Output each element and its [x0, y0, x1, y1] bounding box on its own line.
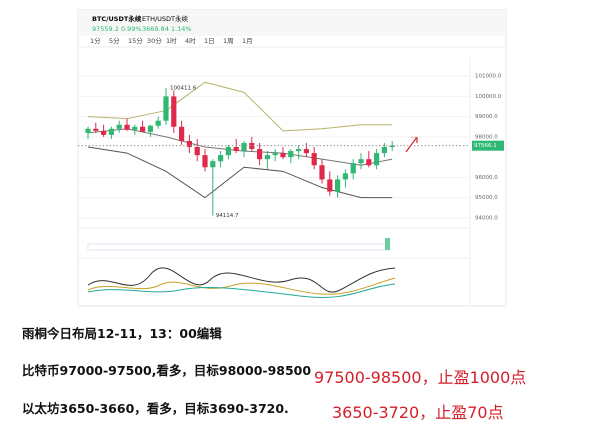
- candle-body: [335, 179, 341, 192]
- candle-body: [303, 149, 309, 154]
- interval-tab[interactable]: 1周: [223, 37, 234, 45]
- boll-line: [87, 146, 393, 199]
- tab-symbol[interactable]: BTC/USDT永续: [92, 14, 142, 23]
- candle-body: [319, 165, 325, 180]
- post-eth: 以太坊3650-3660，看多，目标3690-3720.: [22, 401, 289, 416]
- tab-bar: [78, 10, 506, 36]
- candle-body: [147, 125, 153, 132]
- candle-body: [249, 142, 255, 150]
- candle-body: [350, 163, 356, 174]
- candle-body: [280, 153, 286, 158]
- interval-tab[interactable]: 1日: [204, 37, 215, 45]
- interval-tab[interactable]: 5分: [109, 36, 120, 45]
- tab-quote: 97559.2 0.99%: [92, 25, 142, 33]
- candle-body: [366, 159, 372, 166]
- interval-tab[interactable]: 4时: [185, 36, 196, 45]
- kdj-k: [87, 267, 396, 293]
- candle-body: [210, 161, 216, 168]
- candle-body: [202, 155, 208, 168]
- candle-body: [358, 159, 364, 164]
- candle-body: [389, 145, 395, 148]
- y-tick-label: 99000.0: [475, 114, 498, 120]
- boll-line: [87, 81, 393, 132]
- kdj-d: [87, 277, 396, 295]
- candle-body: [194, 147, 200, 156]
- candle-body: [381, 147, 387, 154]
- candle-body: [124, 124, 130, 130]
- eth-target: 3650-3720，止盈70点: [332, 403, 504, 422]
- post-btc: 比特币97000-97500,看多，目标98000-98500: [22, 363, 312, 378]
- last-price-tag: [472, 140, 504, 151]
- candle-body: [342, 173, 348, 180]
- candle-body: [225, 147, 231, 156]
- macd-panel: [87, 238, 390, 251]
- tab-symbol[interactable]: ETH/USDT永续: [142, 14, 189, 23]
- candle-body: [264, 155, 270, 160]
- candle-body: [327, 179, 333, 192]
- kdj-j: [87, 283, 396, 298]
- high-label: 100411.6: [170, 86, 197, 92]
- y-tick-label: 94000.0: [475, 215, 498, 221]
- interval-tab[interactable]: 1时: [166, 36, 177, 45]
- y-tick-label: 98000.0: [475, 134, 498, 140]
- candle-body: [257, 149, 263, 160]
- candle-body: [93, 128, 99, 131]
- candle-body: [171, 96, 177, 127]
- candle-body: [132, 126, 138, 130]
- chart-frame: [77, 9, 507, 307]
- last-price-label: 97566.1: [474, 143, 497, 149]
- candle-body: [186, 140, 192, 148]
- post-title: 雨桐今日布局12-11，13：00编辑: [22, 326, 222, 341]
- y-tick-label: 95000.0: [475, 195, 498, 201]
- macd-bar: [385, 238, 390, 250]
- candle-body: [163, 96, 169, 121]
- candle-body: [374, 153, 380, 166]
- candle-body: [108, 128, 114, 135]
- y-tick-label: 100000.0: [475, 94, 502, 100]
- candle-body: [296, 149, 302, 152]
- candle-body: [155, 120, 161, 126]
- interval-tab[interactable]: 15分: [128, 36, 143, 45]
- interval-tab[interactable]: 30分: [147, 36, 162, 45]
- y-tick-label: 101000.0: [475, 74, 502, 80]
- candle-body: [311, 153, 317, 166]
- candle-body: [179, 126, 185, 141]
- candle-body: [241, 142, 247, 152]
- candle-body: [218, 155, 224, 162]
- candle-body: [288, 151, 294, 158]
- kdj-panel: [87, 267, 396, 298]
- interval-tab[interactable]: 1分: [90, 36, 101, 45]
- tab-quote: 3669.84 1.14%: [142, 25, 192, 33]
- candle-body: [272, 153, 278, 156]
- candle-body: [140, 126, 146, 132]
- btc-target: 97500-98500，止盈1000点: [314, 368, 527, 387]
- y-tick-label: 96000.0: [475, 175, 498, 181]
- candle-body: [101, 130, 107, 135]
- interval-tab[interactable]: 1月: [242, 37, 253, 45]
- candle-body: [116, 124, 122, 129]
- candle-body: [85, 128, 91, 133]
- candle-body: [233, 147, 239, 152]
- low-label: 94114.7: [216, 213, 239, 219]
